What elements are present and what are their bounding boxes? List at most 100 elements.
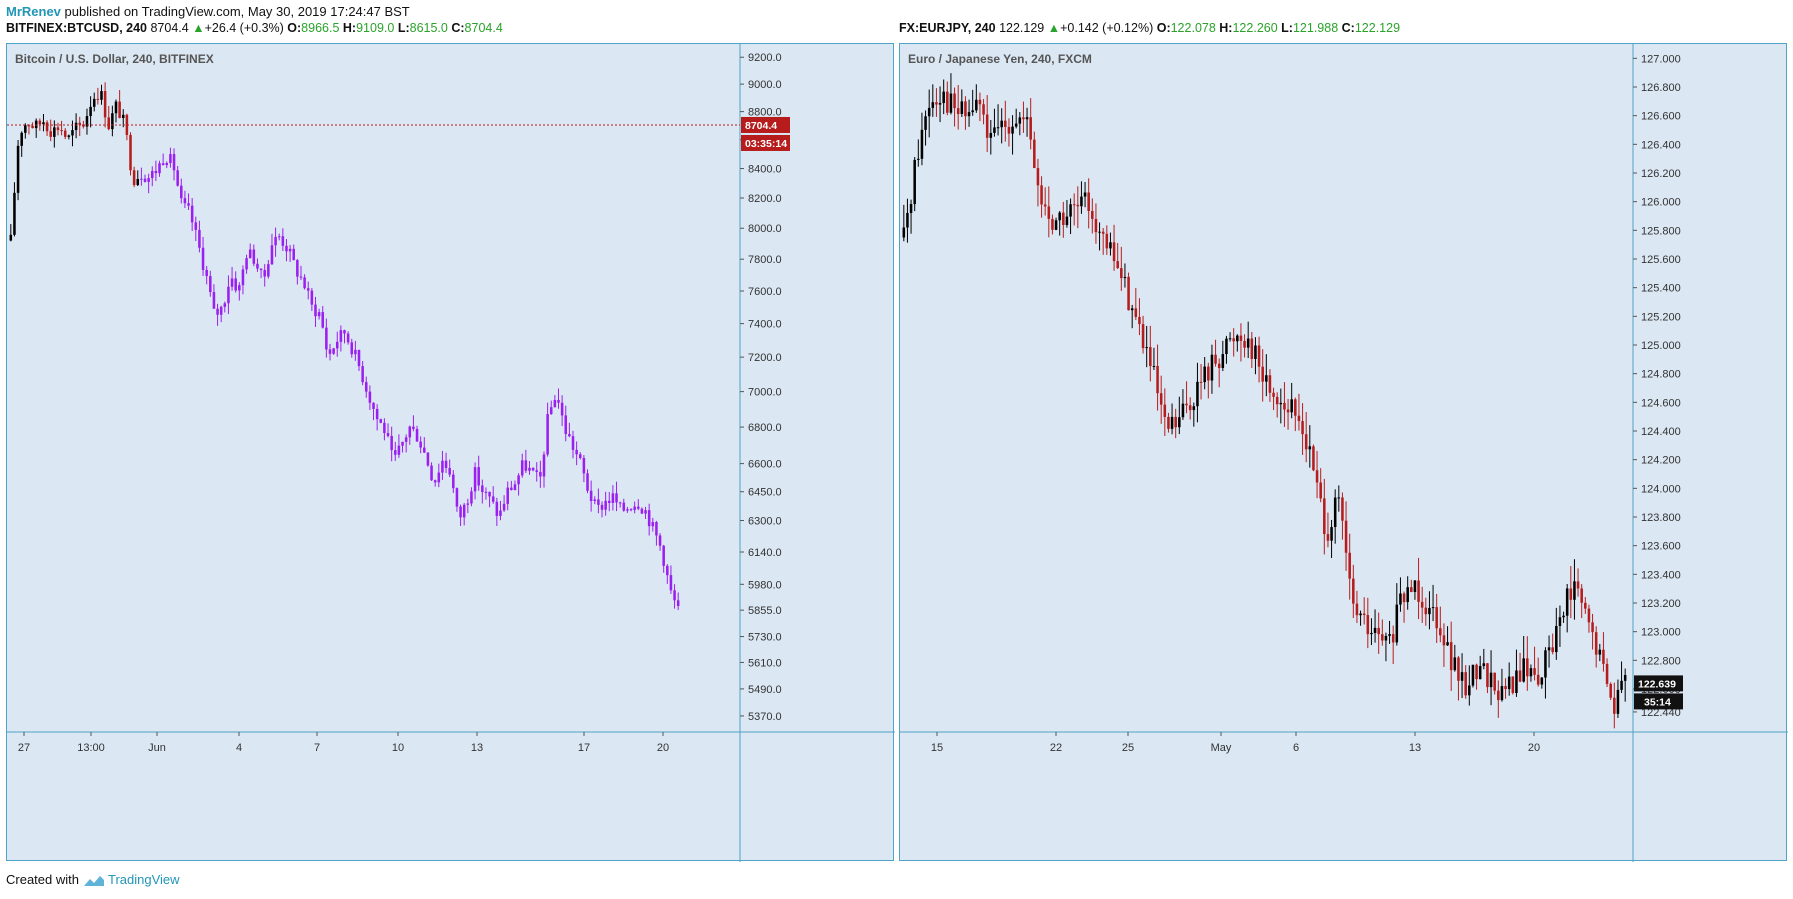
- candle-body: [1504, 686, 1507, 690]
- candle-body: [499, 510, 502, 516]
- candle-body: [1192, 406, 1196, 411]
- candle-body: [1029, 117, 1032, 140]
- candle-body: [927, 107, 931, 117]
- eurjpy-chart-panel[interactable]: 127.000 126.800 126.600 126.400 126.200 126.0…: [899, 43, 1788, 862]
- y-tick-label: 7000.0: [748, 387, 782, 399]
- candle-body: [1120, 268, 1123, 279]
- candle-body: [1576, 581, 1580, 589]
- candle-body: [618, 502, 622, 504]
- candle-body: [9, 234, 13, 241]
- candle-body: [252, 249, 256, 264]
- candle-body: [1377, 627, 1380, 635]
- btc-chart-panel[interactable]: 9200.09000.08800.08600.08400.08200.08000…: [6, 43, 895, 862]
- candle-body: [158, 163, 161, 174]
- eurjpy-open: 122.078: [1170, 21, 1216, 35]
- btc-legend: BITFINEX:BTCUSD, 240 8704.4 ▲+26.4 (+0.3…: [6, 21, 503, 35]
- y-tick-label: 126.200: [1641, 168, 1681, 180]
- y-tick-label: 5980.0: [748, 579, 782, 591]
- x-tick-label: 20: [657, 742, 669, 754]
- candle-body: [412, 426, 415, 429]
- candle-body: [971, 110, 974, 113]
- candle-body: [524, 460, 528, 471]
- candle-body: [1072, 204, 1076, 206]
- candle-body: [931, 102, 935, 108]
- y-tick-label: 123.000: [1641, 627, 1681, 639]
- high-label: H:: [342, 21, 357, 35]
- candle-body: [180, 185, 183, 199]
- candle-body: [539, 471, 542, 477]
- candle-body: [42, 122, 45, 125]
- candle-body: [419, 441, 422, 448]
- candle-body: [1257, 345, 1261, 367]
- candle-body: [1373, 627, 1377, 633]
- candle-body: [1536, 674, 1540, 685]
- candle-body: [1449, 642, 1453, 671]
- candle-body: [593, 499, 597, 502]
- candle-body: [1181, 403, 1185, 418]
- candle-body: [1036, 168, 1040, 186]
- candle-body: [1094, 218, 1098, 233]
- candle-body: [651, 522, 655, 527]
- candle-body: [553, 399, 557, 408]
- candle-body: [906, 212, 909, 228]
- candle-body: [1261, 366, 1264, 382]
- candle-body: [452, 474, 455, 489]
- candle-body: [1551, 647, 1554, 653]
- publisher-username[interactable]: MrRenev: [6, 4, 61, 19]
- candle-body: [909, 204, 913, 213]
- y-tick-label: 8000.0: [748, 223, 782, 235]
- footer-credit: Created with TradingView: [6, 872, 180, 888]
- candle-body: [1297, 415, 1301, 422]
- candle-body: [339, 330, 343, 342]
- candle-body: [238, 285, 241, 291]
- candle-body: [1587, 608, 1591, 623]
- candle-body: [1584, 602, 1587, 609]
- candle-body: [27, 125, 31, 127]
- candle-body: [1431, 607, 1435, 609]
- candle-body: [666, 565, 669, 576]
- candle-body: [1149, 347, 1152, 367]
- candle-body: [176, 170, 179, 186]
- candle-body: [277, 236, 281, 238]
- y-tick-label: 7800.0: [748, 254, 782, 266]
- candle-body: [1464, 672, 1467, 696]
- candle-body: [1529, 668, 1533, 677]
- y-tick-label: 5855.0: [748, 605, 782, 617]
- candle-body: [647, 510, 651, 527]
- y-tick-label: 127.000: [1641, 53, 1681, 65]
- eurjpy-chart[interactable]: 127.000 126.800 126.600 126.400 126.200 126.0…: [900, 44, 1788, 862]
- candle-body: [1366, 615, 1370, 635]
- x-tick-label: Jun: [148, 742, 166, 754]
- candle-body: [935, 102, 938, 105]
- candle-body: [132, 170, 136, 186]
- candle-body: [1413, 580, 1417, 592]
- candle-body: [967, 112, 971, 117]
- candle-body: [1221, 354, 1225, 368]
- candle-body: [361, 366, 364, 383]
- price-tag-value: 122.639: [1638, 678, 1676, 690]
- candle-body: [1138, 317, 1141, 325]
- candle-body: [1087, 192, 1090, 212]
- candle-body: [546, 414, 549, 455]
- candle-body: [1460, 672, 1464, 681]
- candle-body: [306, 288, 310, 291]
- tradingview-brand-link[interactable]: TradingView: [108, 872, 180, 887]
- candle-body: [1493, 672, 1496, 691]
- candle-body: [368, 391, 372, 403]
- candle-body: [1043, 204, 1047, 207]
- y-tick-label: 122.800: [1641, 655, 1681, 667]
- eurjpy-symbol: FX:EURJPY, 240: [899, 21, 996, 35]
- candle-body: [1457, 657, 1460, 681]
- candle-body: [234, 278, 237, 291]
- btc-close: 8704.4: [464, 21, 503, 35]
- candle-body: [1609, 683, 1612, 698]
- candle-body: [1054, 220, 1058, 230]
- candle-body: [375, 408, 379, 420]
- x-tick-label: 7: [314, 742, 320, 754]
- candle-body: [1497, 690, 1500, 701]
- candle-body: [586, 473, 589, 491]
- y-tick-label: 123.200: [1641, 598, 1681, 610]
- candle-body: [1555, 626, 1558, 653]
- candle-body: [1286, 409, 1290, 413]
- btc-chart[interactable]: 9200.09000.08800.08600.08400.08200.08000…: [7, 44, 895, 862]
